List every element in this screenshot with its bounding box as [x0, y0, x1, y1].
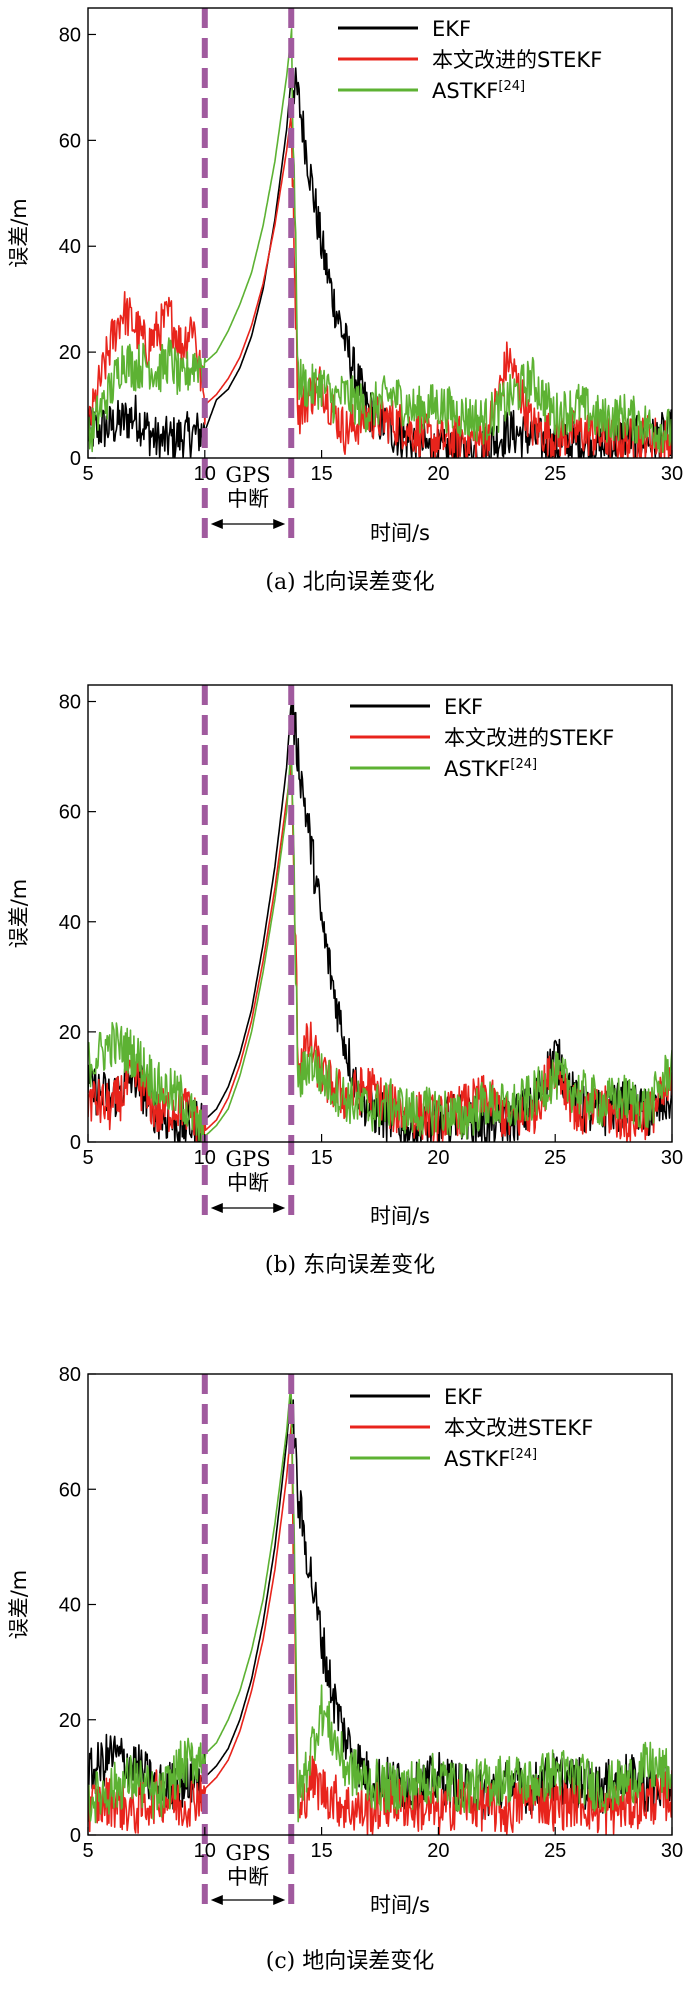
y-axis-label: 误差/m: [7, 1570, 31, 1640]
y-tick-label: 0: [70, 448, 81, 470]
outage-label: 中断: [227, 1865, 269, 1889]
outage-arrow-left: [210, 519, 223, 529]
figure-caption: (c) 地向误差变化: [266, 1949, 434, 1974]
series-line-1: [88, 763, 672, 1142]
axes-frame: [87, 684, 673, 1143]
x-axis-label: 时间/s: [370, 1204, 430, 1228]
y-tick-label: 0: [70, 1132, 81, 1154]
y-tick-label: 40: [59, 1595, 81, 1617]
x-tick-label: 10: [194, 1840, 216, 1862]
x-axis-label: 时间/s: [370, 1893, 430, 1917]
legend-label: ASTKF[24]: [432, 79, 525, 103]
x-tick-label: 5: [82, 1147, 93, 1169]
y-tick-label: 80: [59, 24, 81, 46]
outage-label: 中断: [227, 1171, 269, 1195]
legend-label: EKF: [444, 695, 483, 719]
x-tick-label: 30: [661, 1147, 683, 1169]
legend-label: 本文改进STEKF: [444, 1416, 593, 1440]
outage-arrow-right: [273, 519, 286, 529]
y-tick-label: 20: [59, 1022, 81, 1044]
figure-caption: (a) 北向误差变化: [265, 570, 434, 595]
x-tick-label: 5: [82, 463, 93, 485]
legend-label: ASTKF[24]: [444, 1447, 537, 1471]
y-tick-label: 20: [59, 342, 81, 364]
y-tick-label: 80: [59, 1364, 81, 1386]
legend-label: EKF: [444, 1385, 483, 1409]
y-axis-label: 误差/m: [7, 879, 31, 949]
y-tick-label: 60: [59, 1479, 81, 1501]
legend-label: 本文改进的STEKF: [432, 48, 602, 72]
y-tick-label: 40: [59, 912, 81, 934]
y-tick-label: 0: [70, 1825, 81, 1847]
x-tick-label: 15: [310, 1147, 332, 1169]
x-tick-label: 30: [661, 1840, 683, 1862]
series-line-1: [88, 1421, 672, 1835]
x-tick-label: 10: [194, 1147, 216, 1169]
figure-caption: (b) 东向误差变化: [265, 1253, 435, 1278]
outage-arrow-right: [273, 1203, 286, 1213]
x-tick-label: 20: [427, 1147, 449, 1169]
outage-label: 中断: [227, 487, 269, 511]
x-tick-label: 15: [310, 1840, 332, 1862]
plot-area: [88, 1384, 672, 1835]
y-tick-label: 20: [59, 1710, 81, 1732]
outage-arrow-right: [273, 1895, 286, 1905]
legend-label: 本文改进的STEKF: [444, 726, 614, 750]
x-tick-label: 20: [427, 1840, 449, 1862]
x-tick-label: 15: [310, 463, 332, 485]
series-line-2: [88, 1384, 672, 1824]
outage-arrow-left: [210, 1895, 223, 1905]
x-tick-label: 10: [194, 463, 216, 485]
x-tick-label: 25: [544, 463, 566, 485]
y-tick-label: 60: [59, 130, 81, 152]
outage-arrow-left: [210, 1203, 223, 1213]
legend-label: ASTKF[24]: [444, 757, 537, 781]
plot-area: [88, 697, 672, 1142]
x-tick-label: 5: [82, 1840, 93, 1862]
legend-label: EKF: [432, 17, 471, 41]
x-tick-label: 25: [544, 1840, 566, 1862]
x-axis-label: 时间/s: [370, 521, 430, 545]
series-line-2: [88, 751, 672, 1142]
y-tick-label: 80: [59, 692, 81, 714]
plot-area: [88, 28, 672, 458]
series-line-2: [88, 28, 672, 454]
gps-label: GPS: [225, 1147, 270, 1171]
x-tick-label: 25: [544, 1147, 566, 1169]
y-axis-label: 误差/m: [7, 198, 31, 268]
axes-frame: [87, 7, 673, 459]
y-tick-label: 40: [59, 236, 81, 258]
x-tick-label: 20: [427, 463, 449, 485]
x-tick-label: 30: [661, 463, 683, 485]
gps-label: GPS: [225, 463, 270, 487]
y-tick-label: 60: [59, 802, 81, 824]
gps-label: GPS: [225, 1841, 270, 1865]
